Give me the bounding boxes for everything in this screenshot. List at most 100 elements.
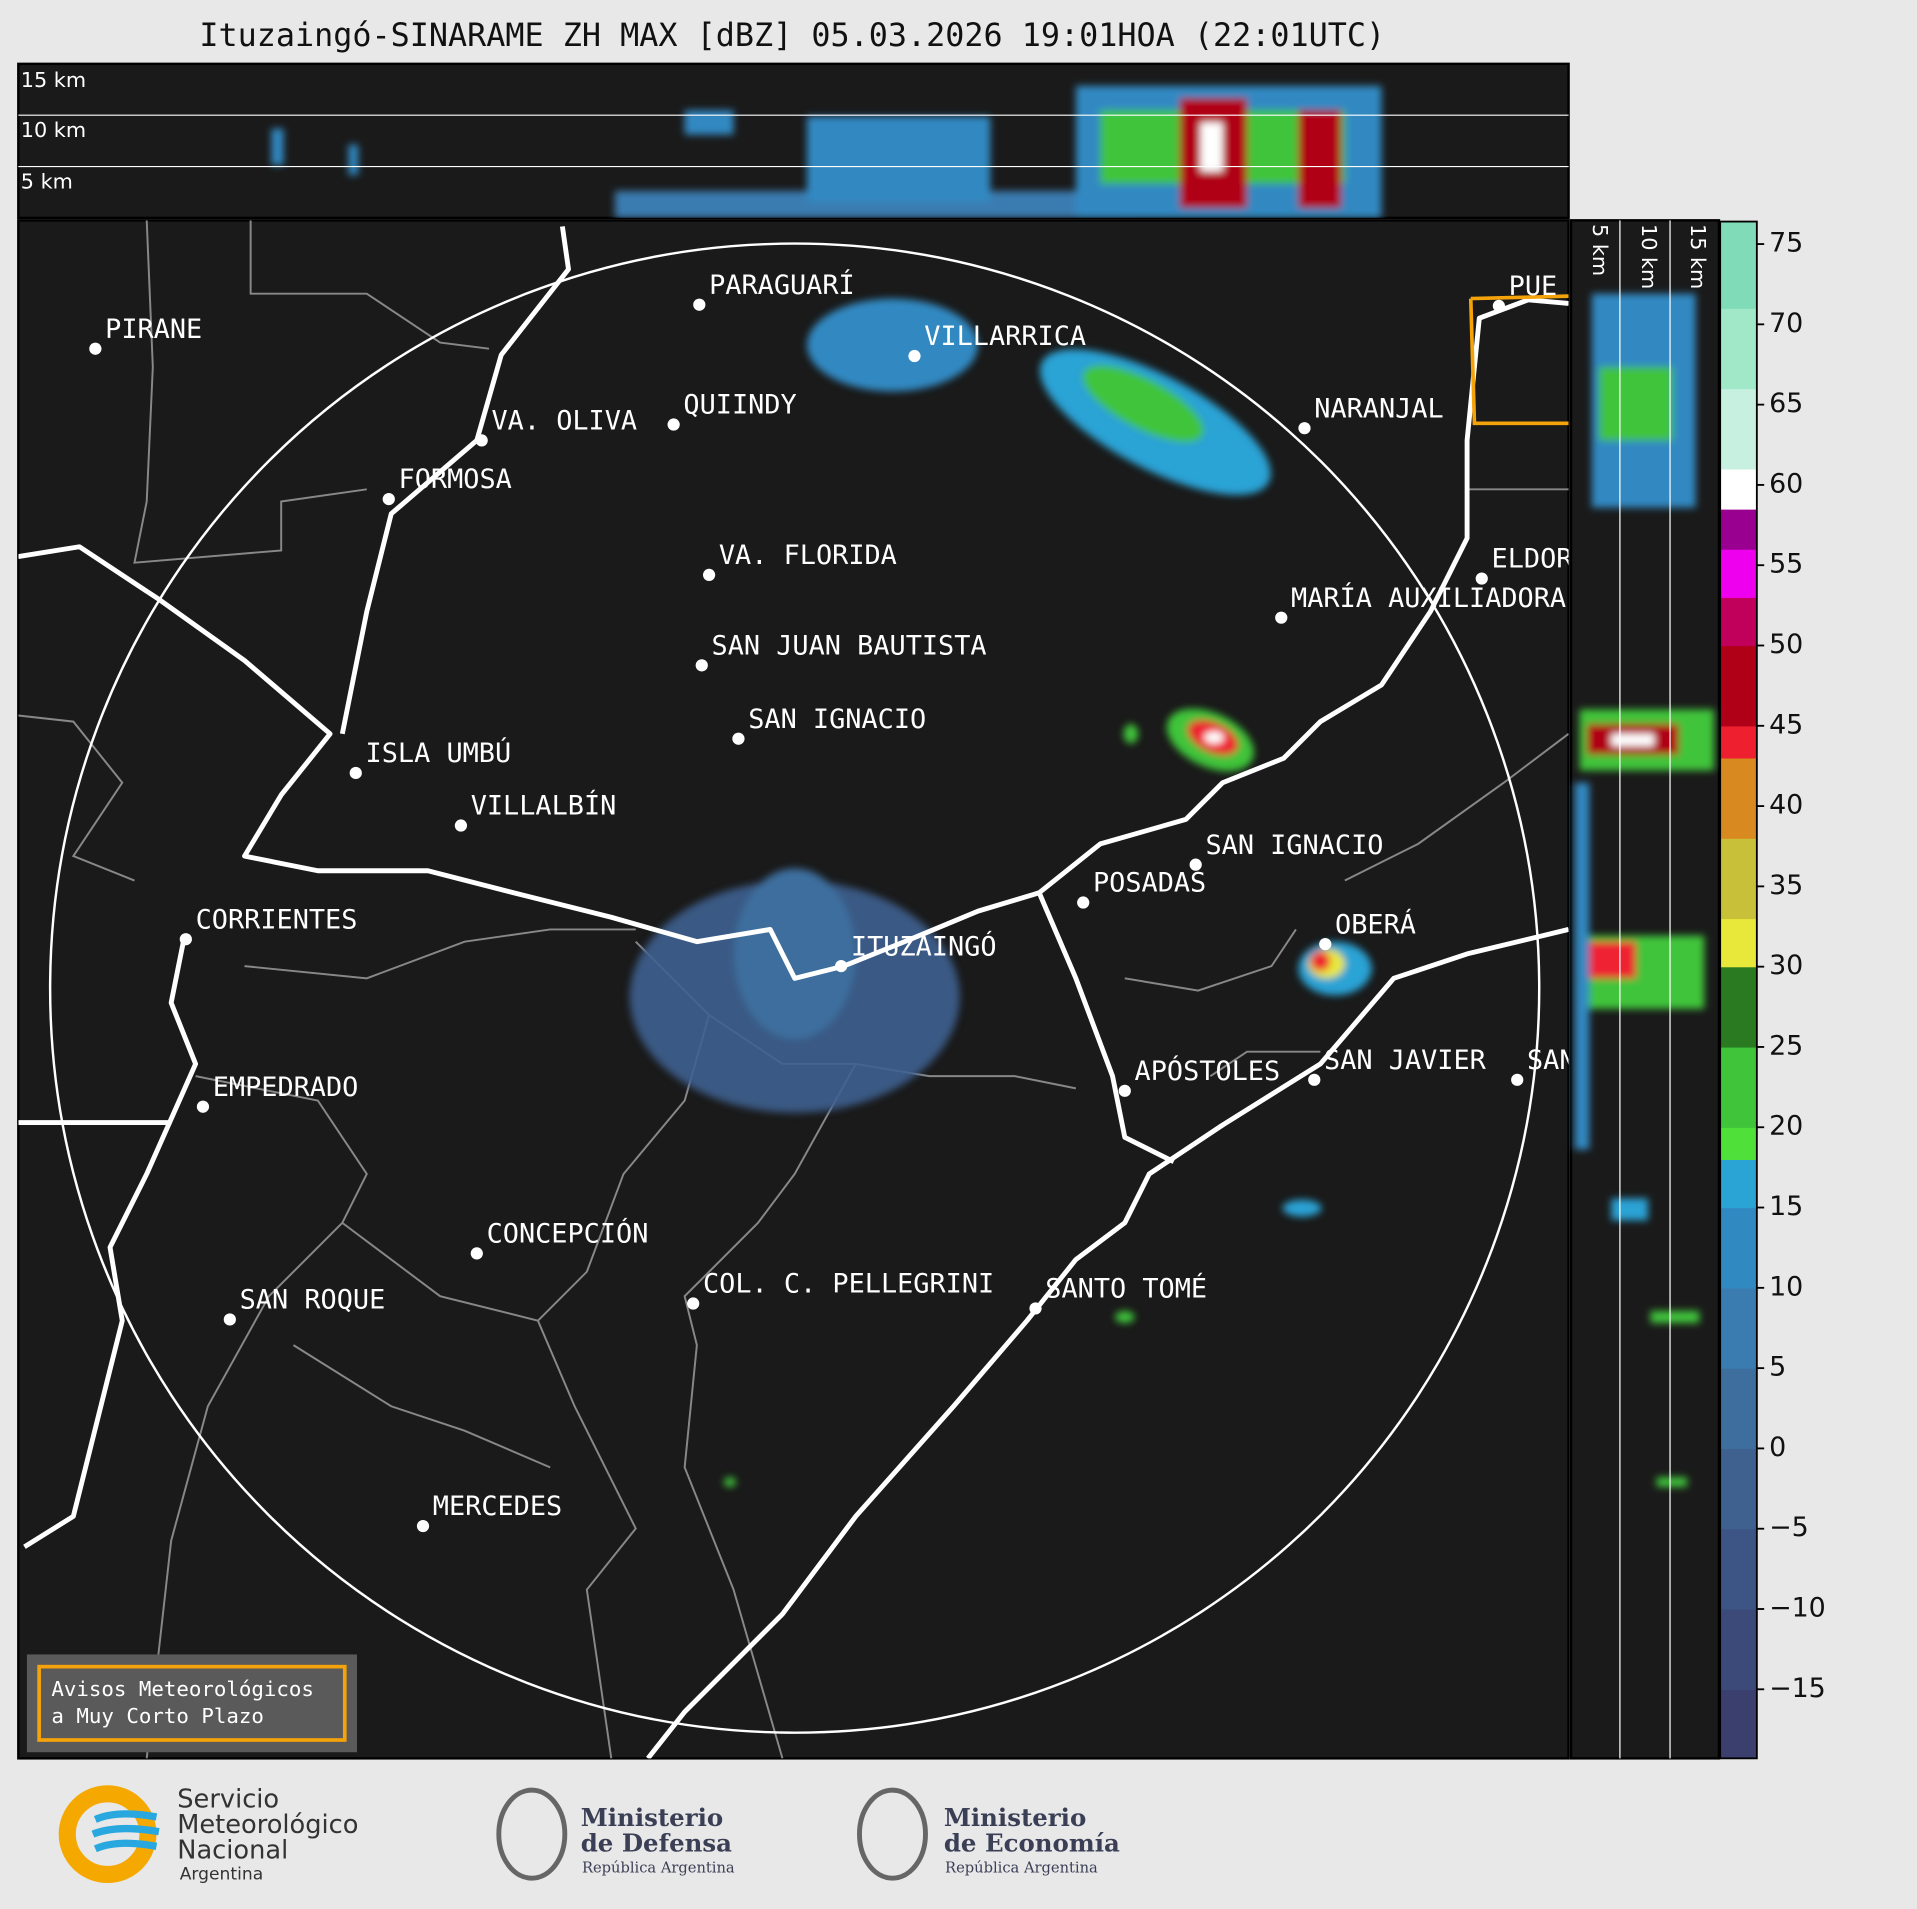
city-label: SAN IGNACIO	[1205, 830, 1383, 861]
colorbar-tick-label: 10	[1769, 1271, 1803, 1302]
height-label: 10 km	[1637, 224, 1661, 289]
height-label: 5 km	[1588, 224, 1612, 276]
title: Ituzaingó-SINARAME ZH MAX [dBZ] 05.03.20…	[199, 18, 1385, 54]
height-label: 5 km	[21, 169, 73, 193]
colorbar-segment	[1720, 1528, 1757, 1610]
city-dot	[349, 766, 362, 780]
city-label: NARANJAL	[1314, 393, 1443, 424]
alert-area	[1468, 294, 1569, 426]
city-dot	[693, 298, 706, 311]
colorbar-tick-label: 70	[1769, 308, 1803, 339]
height-label: 15 km	[21, 68, 86, 92]
smn-logo	[58, 1785, 160, 1884]
city-label: MARÍA AUXILIADORA	[1291, 582, 1566, 614]
city-label: VA. FLORIDA	[719, 540, 897, 571]
colorbar-tick-label: 50	[1769, 629, 1803, 660]
notice-border	[37, 1664, 347, 1742]
city-dot	[179, 933, 192, 946]
colorbar-frame	[1719, 220, 1758, 1760]
city-label: VILLALBÍN	[471, 790, 617, 822]
city-label: VILLARRICA	[924, 321, 1086, 352]
colorbar-segment	[1720, 221, 1757, 309]
logo-line: Nacional	[177, 1836, 288, 1866]
colorbar-segment	[1720, 725, 1757, 759]
city-dot	[687, 1297, 700, 1310]
city-label: EMPEDRADO	[213, 1072, 359, 1103]
city-label: FORMOSA	[399, 464, 512, 495]
city-dot	[1492, 299, 1505, 313]
logo-line: de Defensa	[581, 1829, 732, 1858]
city-dot	[1475, 572, 1488, 585]
city-dot	[470, 1247, 483, 1260]
colorbar-tick-label: 5	[1769, 1352, 1786, 1383]
colorbar-segment	[1720, 1159, 1757, 1209]
colorbar-tick-label: 60	[1769, 468, 1803, 499]
coat-of-arms	[496, 1787, 568, 1881]
colorbar-segment	[1720, 1448, 1757, 1530]
logo-line: Servicio	[177, 1784, 279, 1814]
colorbar-tick-label: 45	[1769, 709, 1803, 740]
city-dot	[1511, 1073, 1524, 1086]
colorbar-segment	[1720, 1689, 1757, 1759]
city-label: SAN IGNACIO	[748, 704, 926, 735]
city-dot	[1189, 858, 1202, 871]
city-dot	[196, 1100, 210, 1113]
city-label: OBERÁ	[1335, 908, 1416, 940]
city-label: QUIINDY	[683, 390, 796, 421]
city-dot	[1308, 1073, 1321, 1086]
logo-line: de Economía	[944, 1829, 1120, 1858]
footer: Servicio Meteorológico Nacional Argentin…	[58, 1784, 1120, 1884]
city-label: PIRANE	[105, 314, 202, 345]
city-dot	[1275, 611, 1288, 624]
colorbar-segment	[1720, 1046, 1757, 1128]
city-dot	[223, 1313, 236, 1326]
city-label: SANTO TOMÉ	[1045, 1273, 1207, 1305]
colorbar-segment	[1720, 468, 1757, 510]
city-dot	[695, 659, 708, 672]
colorbar-segment	[1720, 308, 1757, 390]
colorbar-segment	[1720, 549, 1757, 598]
map: PIRANE PARAGUARÍ VILLARRICA QUIINDY VA. OLIV…	[17, 219, 1621, 1760]
city-label: SAN	[1527, 1045, 1576, 1076]
colorbar-tick-label: 30	[1769, 950, 1803, 981]
city-dot	[1298, 422, 1311, 435]
height-label: 10 km	[21, 118, 86, 142]
city-label: CORRIENTES	[196, 904, 358, 935]
range-ring	[48, 242, 1541, 1734]
notice-line: Avisos Meteorológicos	[51, 1677, 314, 1701]
city-label: ISLA UMBÚ	[366, 737, 512, 769]
top-profile: 15 km 10 km 5 km	[17, 62, 1570, 220]
logo-line: Meteorológico	[177, 1810, 358, 1840]
height-label: 15 km	[1686, 224, 1710, 289]
city-label: SAN JUAN BAUTISTA	[712, 631, 987, 662]
city-label: CONCEPCIÓN	[487, 1218, 649, 1250]
colorbar-tick-label: 0	[1769, 1432, 1786, 1463]
colorbar-tick-label: 35	[1769, 870, 1803, 901]
colorbar-segment	[1720, 966, 1757, 1048]
city-dot	[667, 418, 680, 431]
city-dot	[908, 349, 921, 363]
colorbar-tick-label: 25	[1769, 1030, 1803, 1061]
colorbar-tick-label: −5	[1769, 1512, 1809, 1543]
city-label: ELDORADO	[1492, 544, 1621, 575]
city-dot	[1077, 896, 1090, 909]
city-dot	[475, 434, 488, 447]
colorbar-tick-label: 65	[1769, 388, 1803, 419]
colorbar-tick-label: 15	[1769, 1191, 1803, 1222]
logo-line: República Argentina	[945, 1859, 1098, 1876]
logo-line: República Argentina	[582, 1859, 735, 1876]
colorbar-segment	[1720, 918, 1757, 968]
city-dot	[702, 568, 716, 582]
city-label: MERCEDES	[433, 1491, 562, 1522]
city-label: VA. OLIVA	[491, 406, 637, 437]
city-label: COL. C. PELLEGRINI	[703, 1269, 994, 1300]
city-dot	[1319, 937, 1332, 951]
logo-line: Argentina	[180, 1864, 263, 1884]
coat-of-arms	[857, 1787, 928, 1881]
colorbar-tick-label: 20	[1769, 1111, 1803, 1142]
colorbar-tick-label: −15	[1769, 1673, 1826, 1704]
colorbar-segment	[1720, 509, 1757, 550]
city-label: ITUZAINGÓ	[851, 930, 997, 962]
city-dot	[1029, 1302, 1042, 1315]
